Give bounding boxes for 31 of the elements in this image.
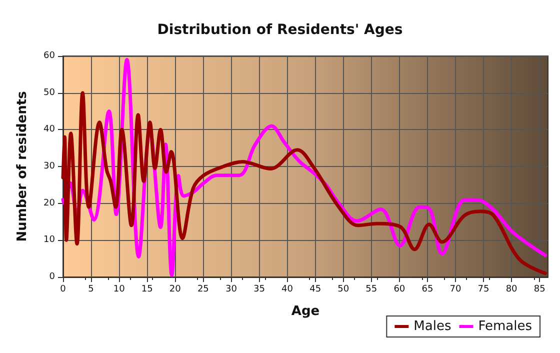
x-tick-label: 5 bbox=[88, 284, 94, 294]
y-tick-label: 20 bbox=[44, 198, 56, 208]
x-tick-label: 80 bbox=[506, 284, 518, 294]
x-tick-label: 75 bbox=[478, 284, 490, 294]
y-axis-title: Number of residents bbox=[15, 90, 30, 242]
x-tick-label: 45 bbox=[310, 284, 322, 294]
y-tick-label: 10 bbox=[44, 235, 56, 246]
x-tick-label: 70 bbox=[450, 284, 462, 294]
x-tick-label: 35 bbox=[254, 284, 265, 294]
legend-label: Females bbox=[478, 319, 532, 334]
y-tick-label: 40 bbox=[44, 124, 56, 135]
x-tick-label: 0 bbox=[60, 284, 66, 294]
x-tick-label: 30 bbox=[225, 284, 238, 294]
x-tick-label: 25 bbox=[197, 284, 209, 294]
line-series bbox=[61, 91, 547, 276]
x-tick-label: 10 bbox=[113, 284, 126, 294]
x-tick-label: 55 bbox=[366, 284, 378, 294]
x-tick-label: 50 bbox=[338, 284, 350, 294]
y-tick-label: 0 bbox=[49, 272, 56, 282]
x-tick-label: 60 bbox=[394, 284, 406, 294]
x-tick-label: 85 bbox=[534, 284, 546, 294]
chart-title: Distribution of Residents' Ages bbox=[157, 22, 403, 38]
x-tick-label: 15 bbox=[141, 284, 153, 294]
y-tick-label: 60 bbox=[44, 51, 56, 61]
y-tick-label: 50 bbox=[44, 88, 56, 98]
x-tick-label: 65 bbox=[422, 284, 434, 294]
legend-label: Males bbox=[414, 319, 452, 334]
x-tick-label: 20 bbox=[169, 284, 182, 294]
x-tick-label: 40 bbox=[282, 284, 294, 294]
y-tick-label: 30 bbox=[44, 162, 56, 172]
x-axis-title: Age bbox=[291, 304, 320, 319]
